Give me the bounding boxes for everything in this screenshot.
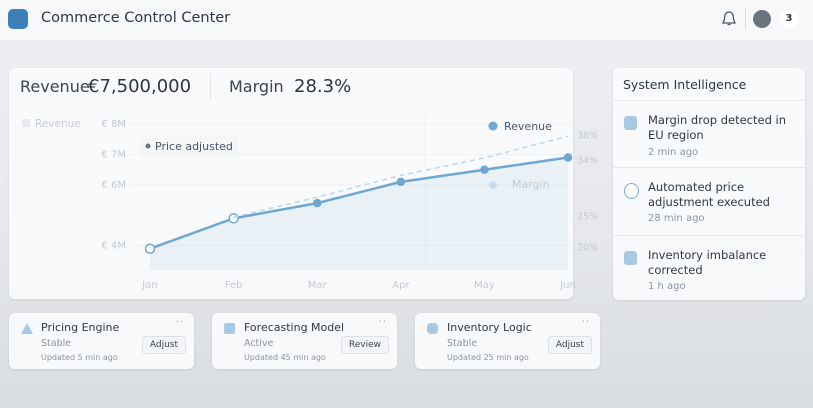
panel-title: System Intelligence — [623, 77, 747, 92]
module-status: Stable — [447, 338, 478, 349]
y-tick-label: € 6M — [101, 180, 126, 191]
alert-text: Inventory imbalance corrected — [648, 248, 767, 277]
data-point — [312, 198, 322, 208]
kpi-value: 28.3% — [294, 76, 352, 97]
module-card: Forecasting Model Active Updated 45 min … — [212, 313, 397, 369]
module-card: Pricing Engine Stable Updated 5 min ago … — [9, 313, 194, 369]
annotation-dot — [145, 143, 151, 149]
side-panel — [613, 68, 805, 300]
x-tick-label: Jan — [141, 280, 157, 291]
x-tick-label: Mar — [308, 280, 328, 291]
data-point — [563, 153, 573, 162]
alert-time: 1 h ago — [648, 281, 686, 292]
data-point — [228, 213, 239, 224]
alert-time: 28 min ago — [648, 213, 705, 224]
series-line — [233, 135, 569, 218]
kpi-label: Margin — [229, 77, 284, 96]
data-point — [480, 165, 489, 174]
module-button[interactable]: Adjust — [141, 336, 186, 354]
data-point — [144, 243, 156, 254]
y-tick-label: € 4M — [101, 241, 126, 252]
module-updated: Updated 25 min ago — [447, 353, 529, 362]
y2-tick-label: 34% — [577, 156, 598, 167]
more-menu[interactable]: ·· — [175, 317, 184, 328]
more-menu[interactable]: ·· — [378, 317, 387, 328]
header — [0, 0, 813, 40]
y-tick-label: € 8M — [101, 119, 126, 130]
data-point — [396, 177, 406, 187]
alert-icon — [624, 116, 637, 130]
divider — [745, 8, 746, 30]
area — [150, 157, 568, 270]
y-tick-label: € 7M — [101, 150, 126, 161]
module-button[interactable]: Adjust — [547, 336, 592, 354]
legend-swatch — [489, 181, 497, 189]
alert-item[interactable]: Inventory imbalance corrected 1 h ago — [613, 235, 805, 300]
logo[interactable] — [8, 9, 28, 29]
module-icon — [21, 323, 33, 334]
module-name: Pricing Engine — [41, 321, 120, 334]
legend-toggle — [22, 119, 30, 127]
alert-icon — [624, 251, 637, 265]
divider — [210, 74, 211, 100]
annotation-box — [139, 136, 238, 158]
legend-label: Revenue — [504, 120, 552, 133]
alert-item[interactable]: Automated price adjustment executed 28 m… — [613, 167, 805, 235]
module-icon — [427, 323, 438, 334]
alert-icon — [624, 183, 639, 199]
y2-tick-label: 38% — [577, 131, 598, 142]
kpi-value: €7,500,000 — [88, 76, 192, 97]
module-status: Active — [244, 338, 274, 349]
legend-label: Margin — [512, 178, 550, 191]
avatar[interactable] — [753, 10, 771, 28]
kpi-label: Revenue — [20, 77, 90, 96]
legend-swatch — [488, 121, 498, 131]
app-title: Commerce Control Center — [41, 10, 231, 26]
module-name: Inventory Logic — [447, 321, 532, 334]
module-button[interactable]: Review — [340, 336, 389, 354]
more-menu[interactable]: ·· — [581, 317, 590, 328]
x-tick-label: Apr — [392, 280, 410, 291]
module-status: Stable — [41, 338, 72, 349]
annotation: Price adjusted — [155, 140, 233, 153]
legend-label: Revenue — [35, 118, 81, 130]
alert-text: Automated price adjustment executed — [648, 180, 770, 209]
x-tick-label: Jun — [559, 280, 576, 291]
y2-tick-label: 20% — [577, 243, 598, 254]
alert-item[interactable]: Margin drop detected in EU region 2 min … — [613, 100, 805, 168]
chart-card — [9, 68, 573, 299]
module-updated: Updated 45 min ago — [244, 353, 326, 362]
module-name: Forecasting Model — [244, 321, 345, 334]
x-tick-label: May — [474, 280, 495, 291]
module-updated: Updated 5 min ago — [41, 353, 118, 362]
module-card: Inventory Logic Stable Updated 25 min ag… — [415, 313, 600, 369]
series-line — [149, 156, 569, 250]
x-tick-label: Feb — [225, 280, 243, 291]
alert-time: 2 min ago — [648, 147, 699, 158]
alert-text: Margin drop detected in EU region — [648, 113, 787, 142]
notification-badge[interactable]: 3 — [780, 10, 798, 28]
y2-tick-label: 25% — [577, 212, 598, 223]
module-icon — [224, 323, 235, 334]
bell-icon[interactable] — [720, 10, 738, 28]
